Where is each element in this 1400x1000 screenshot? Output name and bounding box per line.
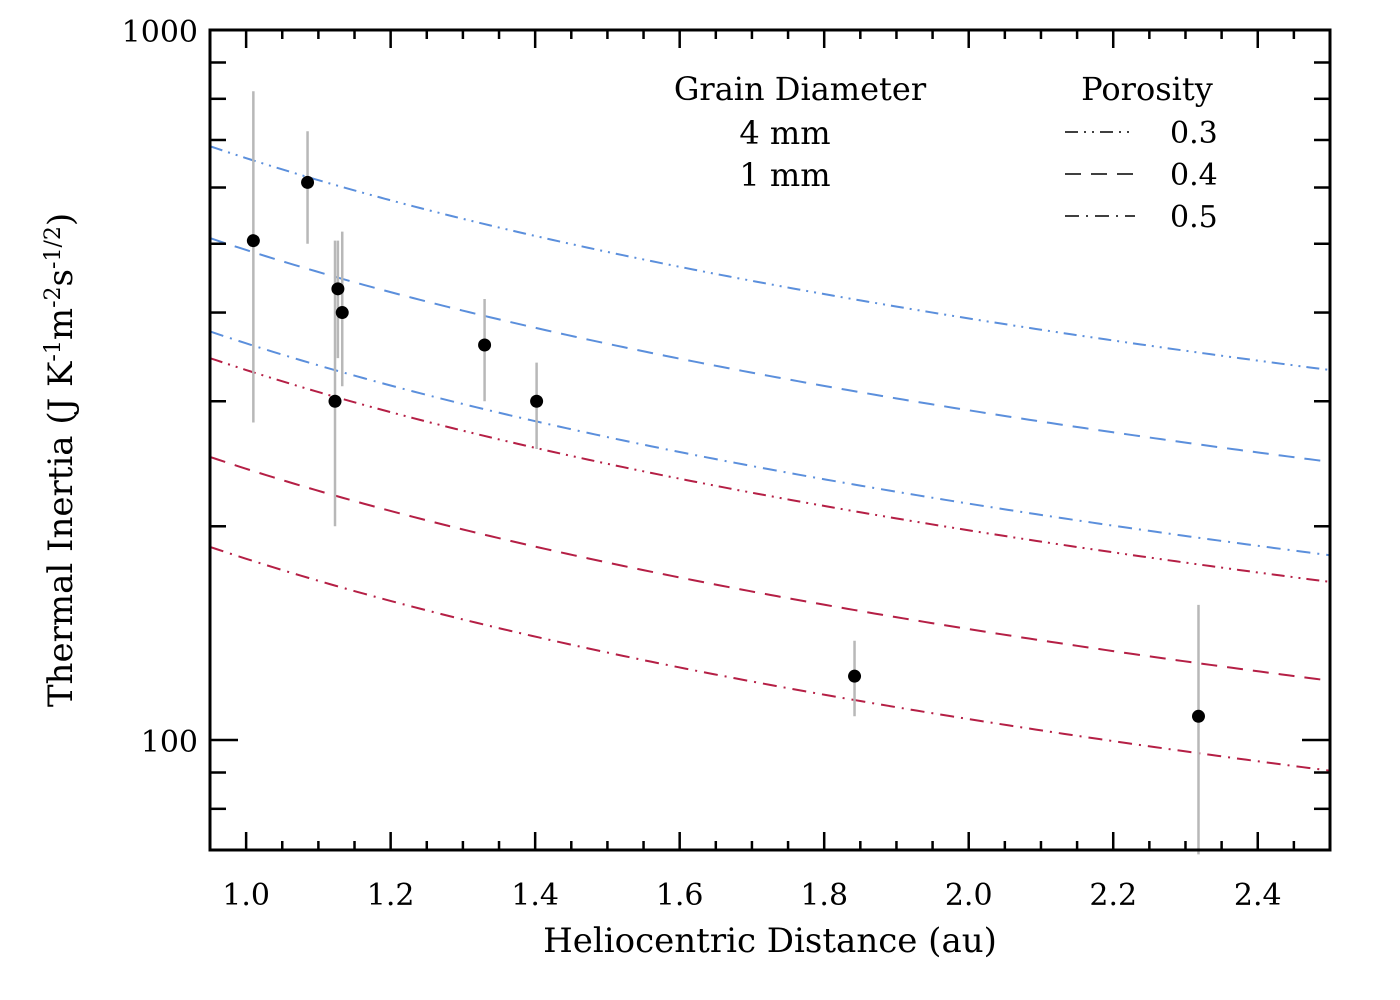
axis-tick-labels: 1.0 1.2 1.4 1.6 1.8 2.0 2.2 2.4 100 1000 bbox=[122, 15, 1282, 913]
legend-grain-1mm: 1 mm bbox=[739, 156, 830, 194]
curve-4mm-porosity-0.3 bbox=[209, 145, 1331, 372]
y-axis-label-sup3: -1/2 bbox=[41, 226, 66, 269]
legend-grain-4mm: 4 mm bbox=[739, 114, 830, 152]
x-tick-label: 2.0 bbox=[945, 878, 993, 913]
curve-1mm-porosity-0.3 bbox=[209, 357, 1331, 583]
x-axis-label: Heliocentric Distance (au) bbox=[543, 921, 997, 961]
x-tick-label: 1.0 bbox=[222, 878, 270, 913]
curve-4mm-porosity-0.5 bbox=[209, 330, 1331, 557]
legend-porosity-0.4: 0.4 bbox=[1170, 158, 1218, 193]
data-point-5 bbox=[478, 338, 492, 352]
y-tick-label: 1000 bbox=[122, 15, 198, 50]
y-axis-label: Thermal Inertia (J K-1m-2s-1/2) bbox=[41, 213, 82, 707]
legend: Grain Diameter 4 mm 1 mm Porosity 0.3 0.… bbox=[674, 70, 1218, 235]
data-point-2 bbox=[328, 394, 342, 408]
data-point-4 bbox=[335, 306, 349, 320]
axis-ticks bbox=[208, 28, 1332, 852]
data-point-8 bbox=[1191, 709, 1205, 723]
legend-porosity-0.3: 0.3 bbox=[1170, 116, 1218, 151]
legend-grain-title: Grain Diameter bbox=[674, 70, 927, 108]
y-axis-label-sup2: -2 bbox=[41, 286, 66, 307]
data-point-1 bbox=[301, 175, 315, 189]
y-axis-label-part3: s bbox=[41, 269, 81, 286]
x-tick-label: 1.2 bbox=[367, 878, 415, 913]
y-axis-label-main: Thermal Inertia (J K bbox=[41, 361, 81, 707]
y-axis-label-part2: m bbox=[41, 308, 81, 340]
y-axis-label-end: ) bbox=[41, 213, 81, 226]
x-tick-label: 1.6 bbox=[656, 878, 704, 913]
x-tick-label: 2.4 bbox=[1234, 878, 1282, 913]
legend-porosity-0.5: 0.5 bbox=[1170, 200, 1218, 235]
plot-frame bbox=[208, 28, 1332, 852]
legend-porosity-title: Porosity bbox=[1081, 70, 1213, 108]
data-point-7 bbox=[848, 669, 862, 683]
model-curves bbox=[209, 145, 1331, 772]
data-point-0 bbox=[246, 234, 260, 248]
data-points bbox=[246, 91, 1205, 855]
x-tick-label: 1.8 bbox=[800, 878, 848, 913]
y-tick-label: 100 bbox=[141, 725, 198, 760]
curve-1mm-porosity-0.4 bbox=[209, 455, 1331, 682]
data-point-6 bbox=[530, 394, 544, 408]
data-point-3 bbox=[331, 282, 345, 296]
curve-1mm-porosity-0.5 bbox=[209, 545, 1331, 772]
x-tick-label: 1.4 bbox=[511, 878, 559, 913]
curve-4mm-porosity-0.4 bbox=[209, 237, 1331, 463]
y-axis-label-sup1: -1 bbox=[41, 340, 66, 361]
x-tick-label: 2.2 bbox=[1089, 878, 1137, 913]
